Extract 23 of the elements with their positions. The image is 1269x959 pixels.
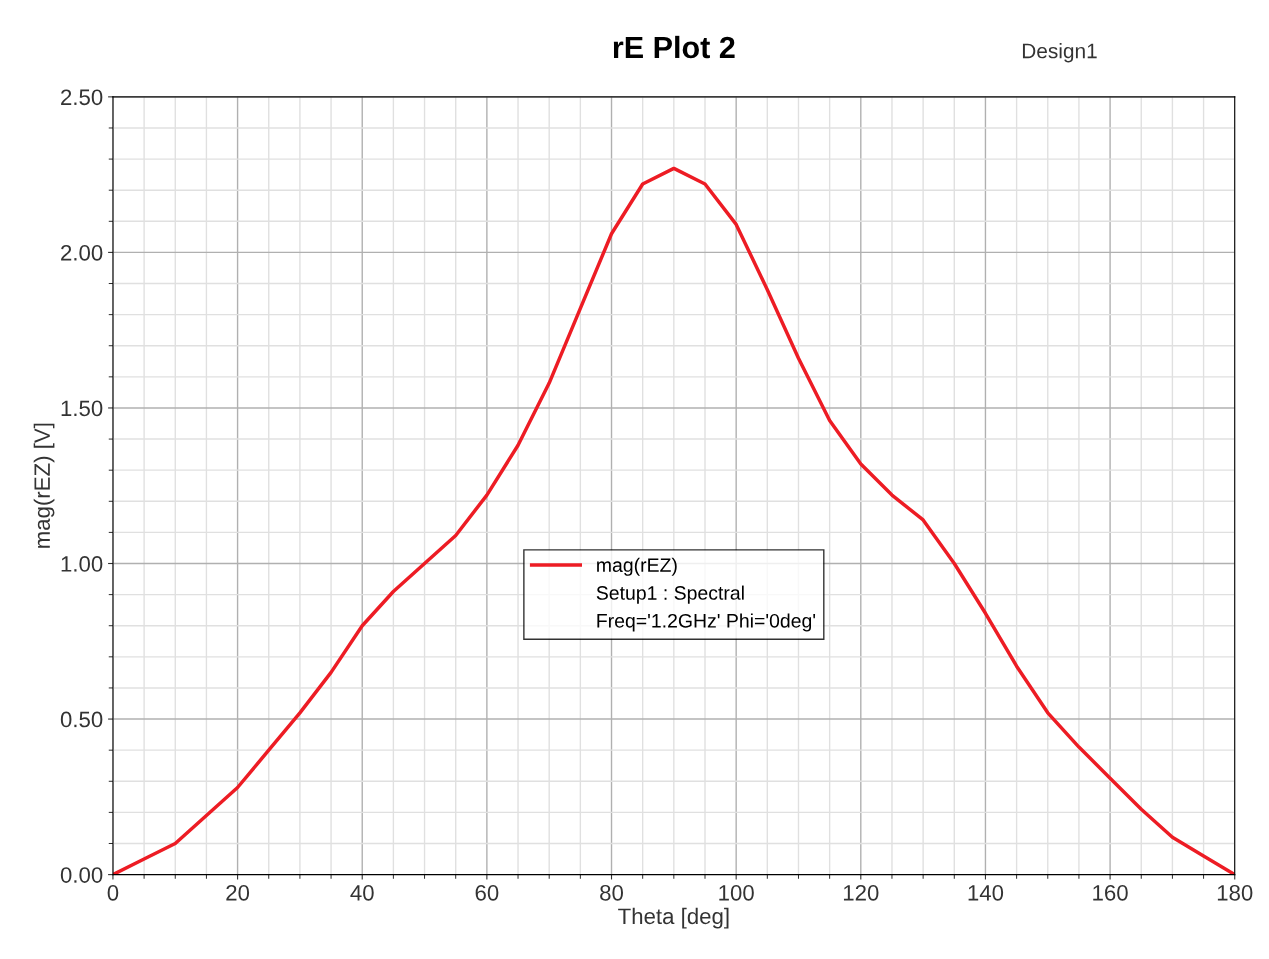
y-tick-label: 0.50	[60, 711, 103, 728]
chart-title: rE Plot 2	[613, 35, 735, 59]
x-tick-label: 100	[719, 884, 754, 901]
x-tick-label: 60	[475, 884, 499, 901]
annotation: Setup1 : Spectral	[596, 585, 744, 604]
y-axis-title: mag(rEZ) [V]	[33, 423, 55, 548]
y-tick-label: 0.00	[60, 867, 103, 883]
x-tick-label: 0	[107, 884, 119, 901]
x-tick-label: 80	[600, 884, 624, 901]
text: Design1	[1022, 43, 1097, 63]
y-tick-label: 2.00	[61, 244, 103, 261]
y-tick-label: 1.00	[61, 556, 103, 572]
y-tick-label: 2.50	[61, 89, 103, 106]
annotation: Freq='1.2GHz' Phi='0deg'	[597, 613, 816, 632]
x-axis-title: Theta [deg]	[618, 907, 729, 929]
x-tick-label: 40	[350, 884, 374, 901]
x-tick-label: 20	[226, 884, 250, 901]
x-tick-label: 120	[843, 884, 879, 901]
y-tick-label: 1.50	[61, 400, 103, 417]
x-tick-label: 160	[1093, 884, 1128, 901]
x-tick-label: 140	[968, 884, 1004, 901]
legend-label: mag(rEZ)	[597, 557, 677, 576]
x-tick-label: 180	[1217, 884, 1253, 901]
